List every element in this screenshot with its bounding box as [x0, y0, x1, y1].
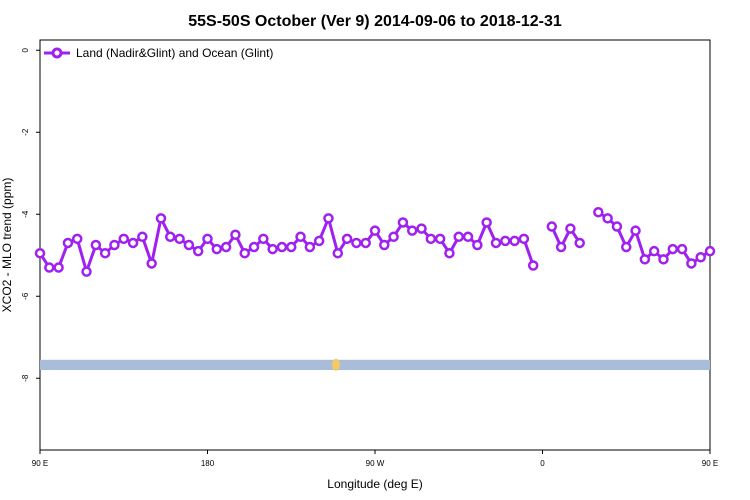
- x-tick-label: 90 E: [32, 459, 48, 468]
- x-axis-label: Longitude (deg E): [327, 477, 422, 491]
- data-point: [555, 241, 567, 253]
- data-point: [416, 223, 427, 234]
- data-point: [118, 233, 129, 245]
- data-point: [574, 237, 585, 249]
- data-point: [453, 231, 464, 243]
- data-point: [155, 213, 167, 224]
- data-point: [472, 239, 483, 251]
- y-tick-label: -2: [21, 128, 30, 136]
- data-point: [286, 241, 297, 253]
- data-point: [379, 239, 390, 251]
- data-point: [611, 221, 623, 232]
- data-point: [639, 254, 651, 265]
- data-point: [53, 262, 64, 273]
- data-point: [565, 223, 576, 234]
- x-tick-label: 0: [540, 459, 545, 468]
- data-point: [500, 235, 511, 247]
- data-point: [211, 243, 223, 255]
- data-point: [304, 241, 316, 253]
- data-point: [220, 241, 232, 253]
- legend: Land (Nadir&Glint) and Ocean (Glint): [44, 46, 273, 60]
- y-axis-label: XCO2 - MLO trend (ppm): [0, 178, 14, 313]
- data-point: [71, 233, 83, 245]
- data-point: [109, 239, 120, 251]
- y-tick-label: 0: [21, 47, 30, 52]
- data-point: [165, 231, 176, 243]
- data-point: [230, 229, 241, 240]
- chart-title: 55S-50S October (Ver 9) 2014-09-06 to 20…: [188, 13, 562, 30]
- data-point: [490, 237, 502, 249]
- data-point: [518, 233, 530, 245]
- data-point: [90, 239, 102, 251]
- data-point: [146, 258, 157, 269]
- land-band-accent: [332, 358, 340, 371]
- data-point: [388, 231, 399, 243]
- data-point: [676, 243, 688, 255]
- data-point: [593, 206, 604, 218]
- x-axis: 90 E 180 90 W 0 90 E: [32, 450, 718, 468]
- y-tick-label: -6: [21, 292, 30, 300]
- data-point: [695, 252, 706, 263]
- y-axis: 0 -2 -4 -6 -8: [21, 47, 40, 382]
- data-point: [44, 262, 55, 273]
- data-point: [444, 247, 455, 259]
- series-line: [550, 225, 581, 249]
- data-point: [667, 243, 679, 255]
- data-point: [267, 243, 278, 255]
- data-point: [248, 241, 260, 253]
- data-point: [332, 247, 344, 259]
- legend-label: Land (Nadir&Glint) and Ocean (Glint): [76, 46, 273, 60]
- data-point: [527, 260, 539, 271]
- data-point: [602, 213, 613, 224]
- y-tick-label: -4: [21, 210, 30, 218]
- data-point: [351, 237, 362, 249]
- data-point: [174, 233, 185, 245]
- plot-frame: [39, 39, 711, 451]
- data-point: [137, 231, 148, 243]
- data-point: [81, 266, 92, 277]
- data-point: [276, 241, 288, 253]
- data-point: [658, 254, 669, 265]
- data-point: [341, 233, 353, 245]
- land-band-rect: [40, 359, 710, 371]
- data-point: [127, 237, 139, 249]
- data-point: [369, 225, 381, 236]
- x-tick-label: 180: [201, 459, 215, 468]
- x-tick-label: 90 E: [702, 459, 718, 468]
- data-point: [481, 217, 492, 228]
- data-point: [704, 245, 716, 257]
- data-point: [183, 239, 195, 251]
- data-point: [360, 237, 371, 249]
- data-point: [546, 221, 558, 232]
- data-point: [397, 217, 409, 228]
- data-point: [406, 225, 418, 236]
- y-tick-label: -8: [21, 374, 30, 382]
- data-point: [192, 245, 204, 257]
- data-point: [686, 258, 697, 269]
- land-band: [40, 358, 710, 371]
- data-point: [202, 233, 213, 245]
- data-point: [648, 245, 660, 257]
- data-point: [462, 231, 474, 243]
- x-tick-label: 90 W: [366, 459, 385, 468]
- data-point: [621, 241, 632, 253]
- data-point: [323, 213, 334, 224]
- data-point: [258, 233, 269, 245]
- data-point: [434, 233, 446, 245]
- data-point: [509, 235, 520, 247]
- data-point: [295, 231, 306, 243]
- data-point: [313, 235, 325, 247]
- data-point: [630, 225, 641, 236]
- legend-marker: [51, 47, 63, 59]
- series-layer: [34, 206, 716, 277]
- data-point: [425, 233, 437, 245]
- data-point: [62, 237, 74, 249]
- data-point: [34, 247, 46, 259]
- data-point: [239, 247, 250, 259]
- data-point: [99, 247, 111, 259]
